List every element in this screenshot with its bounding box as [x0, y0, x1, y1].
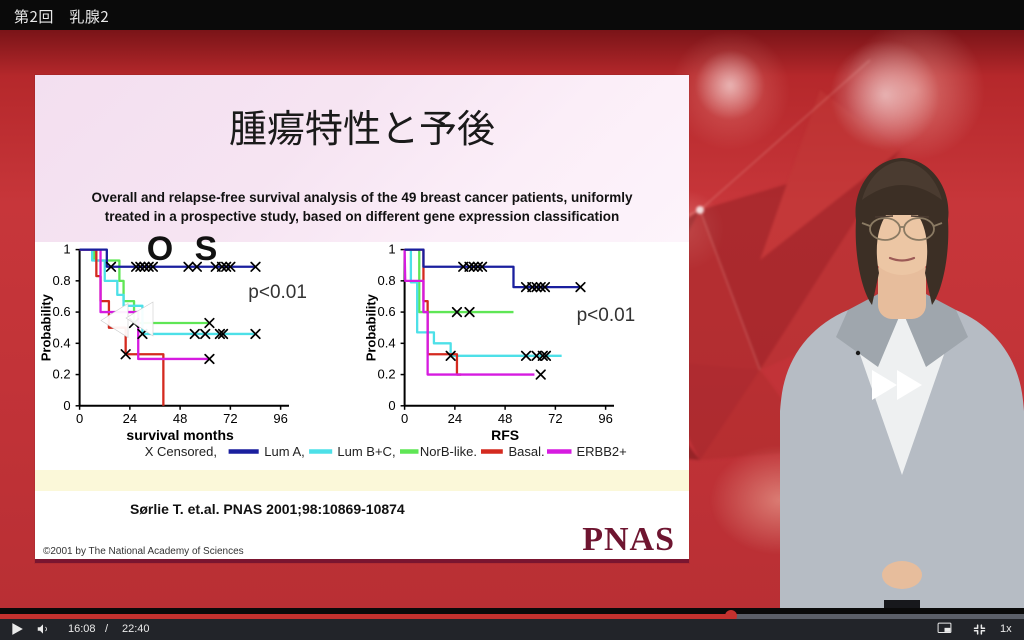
svg-text:1: 1 — [388, 242, 395, 257]
svg-text:p<0.01: p<0.01 — [248, 282, 307, 303]
svg-text:0: 0 — [76, 411, 83, 426]
svg-text:96: 96 — [273, 411, 287, 426]
svg-text:NorB-like.: NorB-like. — [420, 444, 477, 459]
svg-text:Lum B+C,: Lum B+C, — [337, 444, 395, 459]
svg-text:p<0.01: p<0.01 — [577, 305, 636, 326]
svg-text:0.8: 0.8 — [53, 273, 71, 288]
svg-text:Basal.: Basal. — [509, 444, 545, 459]
svg-text:48: 48 — [173, 411, 187, 426]
svg-text:O S: O S — [147, 230, 224, 268]
svg-text:0.2: 0.2 — [53, 367, 71, 382]
svg-text:ERBB2+: ERBB2+ — [577, 444, 627, 459]
svg-text:48: 48 — [498, 411, 512, 426]
svg-text:0.6: 0.6 — [53, 304, 71, 319]
svg-text:0: 0 — [63, 398, 70, 413]
svg-text:24: 24 — [123, 411, 137, 426]
svg-text:96: 96 — [598, 411, 612, 426]
svg-text:X Censored,: X Censored, — [145, 444, 217, 459]
svg-text:0.6: 0.6 — [378, 304, 396, 319]
svg-text:0.2: 0.2 — [378, 367, 396, 382]
svg-text:0.4: 0.4 — [53, 335, 71, 350]
svg-text:0.4: 0.4 — [378, 335, 396, 350]
svg-text:survival months: survival months — [126, 427, 234, 443]
svg-text:Lum A,: Lum A, — [264, 444, 304, 459]
svg-text:1: 1 — [63, 242, 70, 257]
svg-text:Probability: Probability — [39, 293, 54, 361]
svg-text:RFS: RFS — [491, 427, 519, 443]
svg-text:0: 0 — [401, 411, 408, 426]
svg-text:Probability: Probability — [364, 293, 379, 361]
svg-text:24: 24 — [448, 411, 462, 426]
svg-text:72: 72 — [548, 411, 562, 426]
svg-text:0: 0 — [388, 398, 395, 413]
svg-text:0.8: 0.8 — [378, 273, 396, 288]
svg-text:72: 72 — [223, 411, 237, 426]
